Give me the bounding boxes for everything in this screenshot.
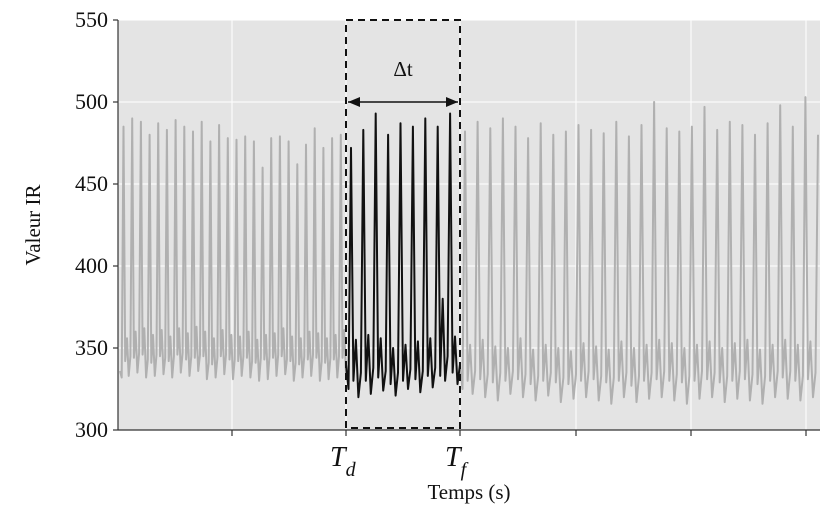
- duration-arrow-right-head: [446, 97, 458, 107]
- duration-arrow-left-head: [348, 97, 360, 107]
- end-marker-main: T: [445, 442, 463, 473]
- duration-label: Δt: [393, 57, 413, 81]
- y-tick-label: 400: [75, 253, 108, 278]
- highlighted-segment-line: [345, 112, 461, 399]
- svg-text:Td: Td: [330, 442, 357, 481]
- y-tick-label: 350: [75, 335, 108, 360]
- start-marker-sub: d: [346, 459, 357, 481]
- highlighted-segment-group: [345, 19, 461, 429]
- x-axis-label: Temps (s): [427, 480, 510, 504]
- y-tick-label: 300: [75, 417, 108, 442]
- start-marker-label: Td: [330, 442, 357, 481]
- background-signal-lines: [119, 96, 819, 405]
- start-marker-main: T: [330, 442, 348, 473]
- axes: [113, 19, 820, 436]
- y-axis-label: Valeur IR: [21, 184, 45, 265]
- y-tick-label: 550: [75, 7, 108, 32]
- y-tick-label: 500: [75, 89, 108, 114]
- end-marker-sub: f: [461, 459, 469, 481]
- background-signal-line: [119, 117, 347, 382]
- y-tick-labels: 300 350 400 450 500 550: [75, 7, 108, 442]
- end-marker-label: Tf: [445, 442, 469, 481]
- y-tick-label: 450: [75, 171, 108, 196]
- window-dashed-box: [345, 19, 461, 429]
- svg-text:Tf: Tf: [445, 442, 469, 481]
- background-signal-line: [459, 96, 819, 405]
